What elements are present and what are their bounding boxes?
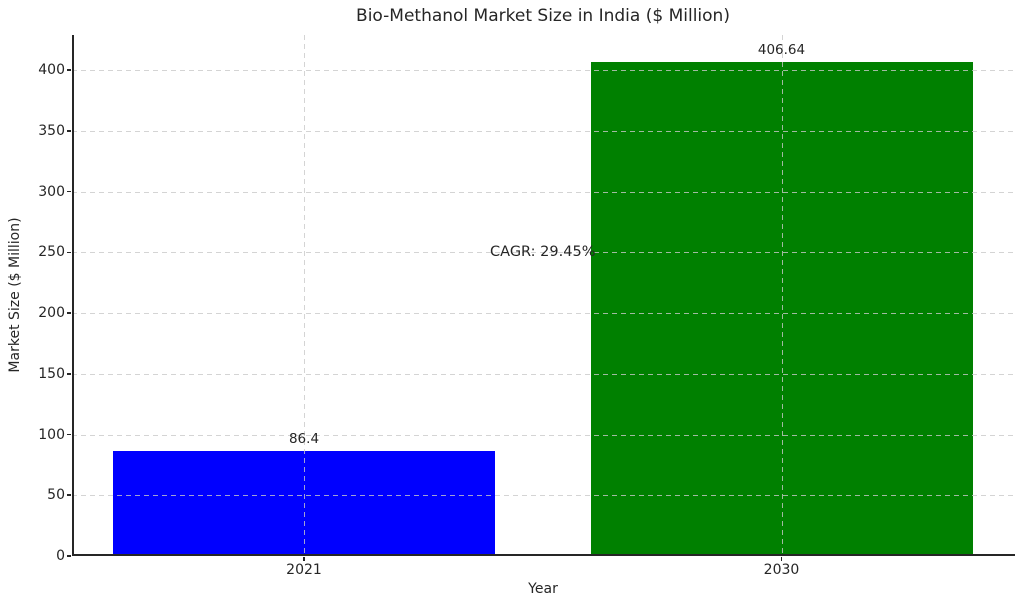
bar-value-label-2030: 406.64 [757,42,806,59]
gridline-y-300 [72,191,1015,193]
x-axis-label: Year [528,581,558,597]
gridline-x-2030 [781,35,783,556]
gridline-y-250 [72,252,1015,254]
gridline-y-200 [72,313,1015,315]
y-tick-label-250: 250 [38,244,65,261]
y-tick-label-0: 0 [56,548,65,564]
gridline-y-150 [72,373,1015,375]
y-axis-spine [72,35,74,556]
y-tick-label-300: 300 [38,183,65,200]
gridline-y-400 [72,70,1015,72]
gridline-y-100 [72,434,1015,436]
y-tick-mark-100 [67,433,71,436]
bar-value-label-2021: 86.4 [288,431,320,448]
x-tick-label-2030: 2030 [763,562,800,578]
plot-area: 0 50 100 150 200 250 300 350 400 2021 2030 86.4 406.… [38,35,1015,578]
y-tick-mark-50 [67,494,71,497]
y-tick-mark-250 [67,251,71,254]
y-tick-mark-200 [67,312,71,314]
y-tick-label-400: 400 [38,62,65,79]
x-tick-label-2021: 2021 [286,562,322,578]
chart-title: Bio-Methanol Market Size in India ($ Mil… [356,6,730,26]
y-tick-label-100: 100 [38,426,65,443]
y-tick-label-50: 50 [47,487,65,504]
y-tick-mark-350 [67,130,71,132]
x-tick-mark-2030 [780,557,783,561]
y-axis-label: Market Size ($ Million) [7,217,23,373]
y-tick-label-350: 350 [38,122,65,139]
y-tick-label-150: 150 [38,365,65,382]
y-tick-mark-0 [67,555,71,557]
gridline-y-50 [72,495,1015,497]
gridline-y-350 [72,130,1015,132]
y-tick-mark-300 [67,190,71,193]
x-tick-mark-2021 [303,557,305,561]
y-tick-mark-150 [67,373,71,375]
y-tick-label-200: 200 [38,305,65,322]
cagr-annotation: CAGR: 29.45% [490,244,596,261]
y-tick-mark-400 [67,69,71,71]
x-axis-spine [72,554,1015,556]
gridline-x-2021 [304,35,305,556]
